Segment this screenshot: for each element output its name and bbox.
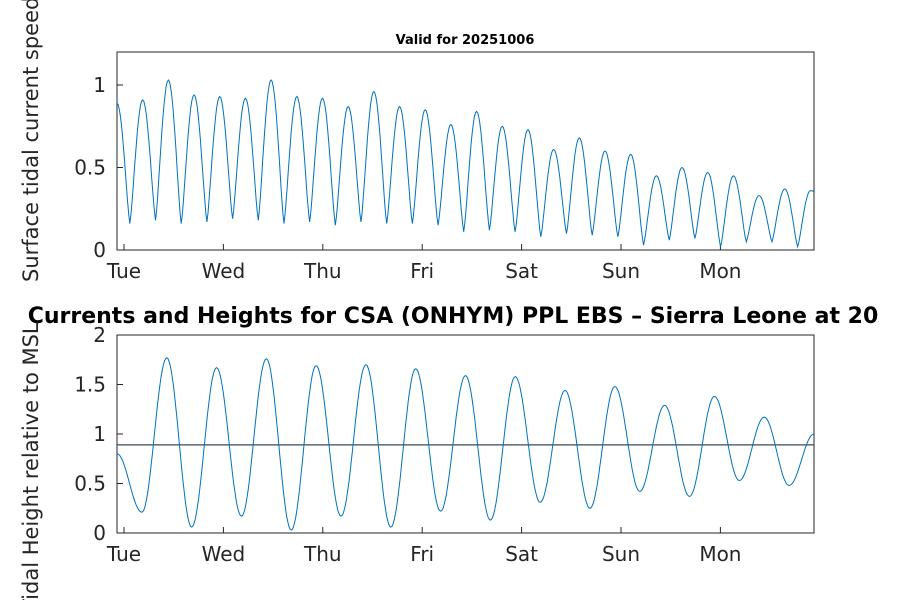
tidal-height-axes bbox=[116, 334, 815, 534]
current-speed-line bbox=[116, 79, 814, 249]
tidal-height-x-tick-label: Sat bbox=[505, 542, 538, 566]
current-speed-title: Valid for 20251006 bbox=[396, 33, 535, 48]
current-speed-y-ticks: 00.51 bbox=[74, 73, 123, 262]
current-speed-x-tick-label: Thu bbox=[303, 259, 342, 283]
tidal-height-x-tick-label: Sun bbox=[602, 542, 640, 566]
tidal-height-y-tick-label: 1.5 bbox=[74, 373, 106, 397]
tidal-height-title: Currents and Heights for CSA (ONHYM) PPL… bbox=[28, 304, 879, 329]
current-speed-x-tick-label: Mon bbox=[699, 259, 741, 283]
current-speed-y-tick-label: 0 bbox=[93, 238, 106, 262]
tidal-height-y-tick-label: 0 bbox=[93, 521, 106, 545]
tidal-height-y-ticks: 0 0.5 1 1.5 2 bbox=[74, 323, 123, 545]
tidal-height-y-tick-label: 1 bbox=[93, 422, 106, 446]
tidal-height-y-tick-label: 0.5 bbox=[74, 472, 106, 496]
current-speed-y-tick-label: 1 bbox=[93, 73, 106, 97]
tidal-height-x-tick-label: Thu bbox=[303, 542, 342, 566]
current-speed-x-tick-label: Sat bbox=[505, 259, 538, 283]
current-speed-x-tick-label: Wed bbox=[202, 259, 246, 283]
current-speed-y-tick-label: 0.5 bbox=[74, 156, 106, 180]
current-speed-x-tick-label: Tue bbox=[106, 259, 141, 283]
current-speed-x-ticks: Tue Wed Thu Fri Sat Sun Mon bbox=[106, 244, 741, 283]
tidal-height-y-label: Tidal Height relative to MSL bbox=[19, 322, 43, 600]
tidal-height-line bbox=[116, 357, 815, 531]
tidal-height-x-ticks: Tue Wed Thu Fri Sat Sun Mon bbox=[106, 527, 741, 566]
current-speed-x-tick-label: Sun bbox=[602, 259, 640, 283]
tidal-height-y-tick-label: 2 bbox=[93, 323, 106, 347]
tidal-height-x-tick-label: Wed bbox=[202, 542, 246, 566]
tidal-height-x-tick-label: Mon bbox=[699, 542, 741, 566]
current-speed-x-tick-label: Fri bbox=[410, 259, 434, 283]
current-speed-y-label: Surface tidal current speed, knots bbox=[19, 0, 43, 282]
tidal-height-panel: Currents and Heights for CSA (ONHYM) PPL… bbox=[28, 304, 879, 566]
tidal-height-x-tick-label: Tue bbox=[106, 542, 141, 566]
tidal-height-x-tick-label: Fri bbox=[410, 542, 434, 566]
current-speed-panel: Valid for 20251006 00.51 Tue Wed Thu Fri Sat… bbox=[74, 33, 815, 283]
